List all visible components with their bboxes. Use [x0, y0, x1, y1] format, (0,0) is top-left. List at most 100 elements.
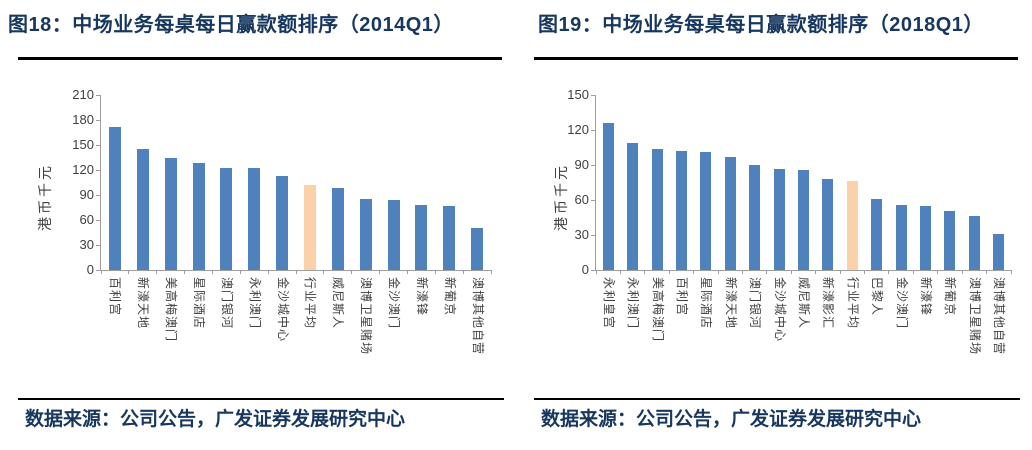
- bar: [651, 148, 663, 270]
- bar: [773, 168, 785, 270]
- bar: [387, 200, 400, 270]
- figure-19-title: 图19：中场业务每桌每日赢款额排序（2018Q1）: [538, 14, 984, 36]
- x-category-label: 百利宫: [674, 277, 689, 317]
- source-divider: [18, 398, 504, 400]
- figure-18-title: 图18：中场业务每桌每日赢款额排序（2014Q1）: [8, 14, 454, 36]
- x-axis-tick: [239, 270, 241, 274]
- x-category-label: 澳门银河: [748, 277, 763, 330]
- x-category-label: 永利澳门: [626, 277, 641, 330]
- x-axis-tick: [434, 270, 436, 274]
- x-axis-tick: [184, 270, 186, 274]
- bar: [944, 210, 956, 270]
- bar: [675, 151, 687, 270]
- bar: [798, 169, 809, 270]
- bar-chart-2018q1: 港币千元 0 30 60 90 120 150 永利皇宫 永利澳门 美高梅澳门 百利宫 星际酒店 新濠…: [516, 0, 1032, 450]
- x-axis-tick: [100, 270, 102, 274]
- y-axis-tick-label: 60: [574, 192, 589, 207]
- bar: [192, 163, 205, 270]
- bar-industry-average: [303, 185, 316, 270]
- y-axis-tick-label: 150: [72, 137, 94, 152]
- x-axis-tick: [986, 270, 988, 274]
- x-axis-tick: [937, 270, 939, 274]
- bar: [331, 188, 344, 270]
- y-axis-tick: [96, 244, 101, 246]
- x-axis-tick: [1010, 270, 1012, 274]
- x-category-label: 永利澳门: [247, 277, 262, 330]
- figure-18-panel: 图18：中场业务每桌每日赢款额排序（2014Q1） 港币千元 0 30 60 90 12…: [8, 14, 504, 430]
- bar: [627, 142, 639, 270]
- x-category-label: 澳博其他自营: [470, 277, 485, 356]
- x-category-label: 新濠影汇: [821, 277, 836, 330]
- bar-industry-average: [846, 181, 858, 270]
- x-category-label: 新濠锋: [414, 277, 429, 317]
- bar: [359, 199, 372, 270]
- x-category-label: 澳博其他自营: [992, 277, 1007, 356]
- bar: [108, 126, 121, 270]
- y-axis-tick: [591, 129, 596, 131]
- x-axis-tick: [351, 270, 353, 274]
- x-axis-tick: [888, 270, 890, 274]
- x-category-label: 行业平均: [845, 277, 860, 330]
- y-axis-tick: [96, 119, 101, 121]
- y-axis-tick: [96, 169, 101, 171]
- bar: [415, 205, 428, 270]
- y-axis-title: 港币千元: [37, 163, 53, 231]
- bar: [220, 167, 233, 270]
- x-axis-tick: [790, 270, 792, 274]
- bar: [724, 156, 736, 270]
- y-axis-tick-label: 60: [79, 212, 94, 227]
- x-category-label: 美高梅澳门: [164, 277, 179, 343]
- source-note: 数据来源：公司公告，广发证券发展研究中心: [541, 409, 922, 430]
- x-category-label: 新葡京: [442, 277, 457, 317]
- x-axis-tick: [211, 270, 213, 274]
- y-axis-tick: [96, 194, 101, 196]
- bar: [443, 205, 456, 270]
- x-axis-tick: [644, 270, 646, 274]
- x-axis-tick: [766, 270, 768, 274]
- x-axis-tick: [619, 270, 621, 274]
- bar: [700, 152, 712, 270]
- x-axis-tick: [156, 270, 158, 274]
- x-axis-tick: [839, 270, 841, 274]
- y-axis-tick-label: 30: [574, 227, 589, 242]
- x-axis-tick: [864, 270, 866, 274]
- plot-area: 0 30 60 90 120 150 180 210 百利宫 新濠天地 美高梅澳门 星际酒店 澳门银河永…: [72, 87, 492, 355]
- y-axis-tick-label: 30: [79, 237, 94, 252]
- x-category-label: 行业平均: [303, 277, 318, 330]
- x-axis-tick: [490, 270, 492, 274]
- bar: [968, 216, 980, 270]
- x-category-label: 新濠天地: [136, 277, 151, 330]
- x-category-label: 金沙城中心: [275, 277, 290, 343]
- source-note: 数据来源：公司公告，广发证券发展研究中心: [25, 409, 406, 430]
- y-axis-tick-label: 0: [86, 262, 94, 277]
- bar: [164, 157, 177, 270]
- y-axis-tick: [591, 234, 596, 236]
- x-axis-tick: [323, 270, 325, 274]
- y-axis-tick: [96, 219, 101, 221]
- y-axis-tick-label: 120: [567, 122, 589, 137]
- x-category-label: 美高梅澳门: [650, 277, 665, 343]
- y-axis-tick-label: 210: [72, 87, 94, 102]
- x-category-label: 威尼斯人: [331, 277, 346, 330]
- bar: [895, 204, 907, 270]
- x-axis-tick: [295, 270, 297, 274]
- x-category-label: 新濠天地: [723, 277, 738, 330]
- x-axis-tick: [462, 270, 464, 274]
- y-axis-tick-label: 180: [72, 112, 94, 127]
- x-category-label: 星际酒店: [192, 277, 206, 330]
- y-axis-tick: [591, 94, 596, 96]
- x-category-label: 澳门银河: [219, 277, 234, 330]
- y-axis-tick-label: 90: [574, 157, 589, 172]
- bar: [920, 205, 932, 270]
- bar: [602, 123, 614, 270]
- x-category-label: 新濠锋: [919, 277, 934, 317]
- x-category-label: 永利皇宫: [601, 277, 616, 330]
- bar: [822, 179, 834, 270]
- x-axis-tick: [128, 270, 130, 274]
- x-axis-tick: [406, 270, 408, 274]
- x-category-label: 新葡京: [943, 277, 958, 317]
- x-category-label: 金沙城中心: [772, 277, 787, 343]
- x-axis-tick: [267, 270, 269, 274]
- x-category-label: 金沙澳门: [894, 277, 909, 330]
